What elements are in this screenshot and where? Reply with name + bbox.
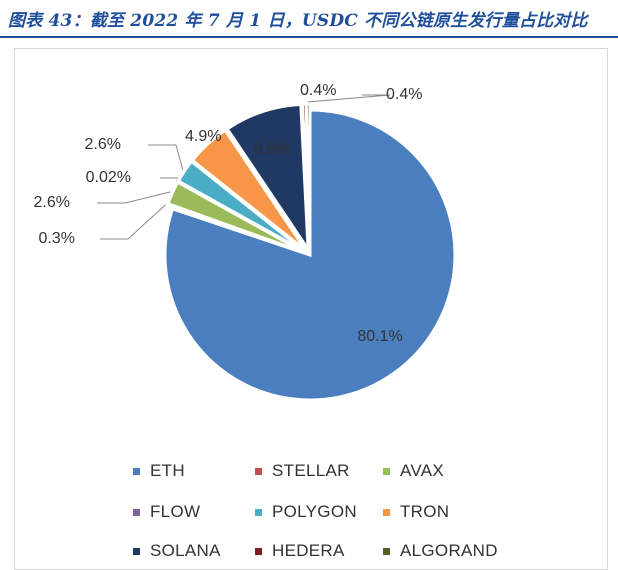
legend-swatch-tron bbox=[383, 508, 390, 516]
data-label-avax: 2.6% bbox=[34, 194, 70, 211]
legend-item-algorand: ALGORAND bbox=[383, 541, 498, 561]
leader-line-algorand bbox=[308, 94, 391, 103]
title-divider bbox=[0, 36, 618, 38]
legend-item-avax: AVAX bbox=[383, 461, 444, 481]
legend-label-polygon: POLYGON bbox=[272, 502, 357, 521]
data-label-tron: 4.9% bbox=[185, 128, 221, 145]
pie-slice-tron bbox=[190, 128, 308, 252]
legend-swatch-polygon bbox=[255, 508, 262, 516]
legend-item-hedera: HEDERA bbox=[255, 541, 345, 561]
legend-swatch-eth bbox=[133, 467, 140, 475]
data-label-stellar: 0.3% bbox=[39, 230, 75, 247]
data-label-eth: 80.1% bbox=[357, 328, 402, 345]
legend-item-eth: ETH bbox=[133, 461, 185, 481]
data-label-algorand: 0.4% bbox=[386, 86, 422, 103]
legend-label-flow: FLOW bbox=[150, 502, 201, 521]
data-label-solana: 8.6% bbox=[254, 141, 290, 158]
legend-swatch-algorand bbox=[383, 547, 390, 555]
data-label-polygon: 2.6% bbox=[85, 136, 121, 153]
legend-label-eth: ETH bbox=[150, 461, 185, 480]
legend-item-solana: SOLANA bbox=[133, 541, 221, 561]
legend-swatch-solana bbox=[133, 547, 140, 555]
legend-label-hedera: HEDERA bbox=[272, 541, 345, 560]
legend-item-polygon: POLYGON bbox=[255, 502, 357, 522]
legend-item-tron: TRON bbox=[383, 502, 449, 522]
legend-label-stellar: STELLAR bbox=[272, 461, 350, 480]
legend-item-stellar: STELLAR bbox=[255, 461, 350, 481]
leader-line-polygon bbox=[148, 144, 184, 171]
legend-label-solana: SOLANA bbox=[150, 541, 221, 560]
chart-title: 图表 43：截至 2022 年 7 月 1 日，USDC 不同公链原生发行量占比… bbox=[8, 11, 588, 31]
pie-slice-solana bbox=[225, 102, 310, 255]
legend-swatch-flow bbox=[133, 508, 140, 516]
leader-line-avax bbox=[97, 191, 171, 204]
leader-line-stellar bbox=[100, 204, 166, 240]
legend-label-avax: AVAX bbox=[400, 461, 445, 480]
pie-slice-eth bbox=[163, 108, 457, 402]
pie-slice-algorand bbox=[304, 102, 312, 250]
legend-swatch-stellar bbox=[255, 467, 262, 475]
legend-swatch-hedera bbox=[255, 547, 262, 555]
legend-swatch-avax bbox=[383, 467, 390, 475]
legend-label-tron: TRON bbox=[400, 502, 450, 521]
data-label-flow: 0.02% bbox=[86, 169, 131, 186]
legend-item-flow: FLOW bbox=[133, 502, 200, 522]
legend-label-algorand: ALGORAND bbox=[400, 541, 498, 560]
data-label-hedera: 0.4% bbox=[300, 82, 336, 99]
